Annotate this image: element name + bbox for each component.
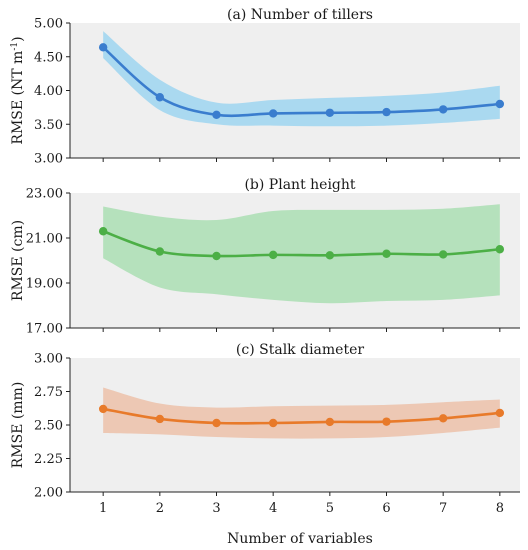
data-point-7	[438, 414, 448, 423]
data-point-2	[155, 93, 165, 102]
data-point-2	[155, 247, 165, 256]
series-line	[102, 230, 500, 258]
x-axis-label: Number of variables	[227, 531, 373, 547]
x-tick-label: 8	[496, 501, 504, 516]
y-axis-label: RMSE (mm)	[10, 382, 26, 469]
x-tick-label: 6	[382, 501, 390, 516]
panel-title: (a) Number of tillers	[227, 7, 373, 23]
y-tick-label: 5.00	[34, 17, 63, 32]
data-point-8	[495, 408, 505, 418]
x-axis: 1 2 3 4 5 6 7 8	[99, 501, 504, 516]
panel-title: (c) Stalk diameter	[236, 342, 364, 358]
data-point-8	[495, 99, 505, 109]
x-tick-label: 3	[212, 501, 220, 516]
data-point-7	[438, 250, 448, 259]
data-point-3	[212, 110, 221, 120]
y-tick-label: 4.50	[34, 50, 63, 65]
x-tick-label: 4	[269, 501, 277, 516]
y-tick-label: 2.25	[34, 452, 63, 467]
data-point-7	[438, 105, 448, 114]
y-tick-label: 2.50	[34, 419, 63, 434]
y-tick-label: 4.00	[34, 84, 63, 99]
panel-1: 3.00 3.50 4.00 4.50 5.00 (a) Number of tiller…	[10, 7, 520, 167]
data-point-1	[98, 227, 108, 236]
y-tick-label: 23.00	[26, 187, 63, 202]
confidence-band	[103, 387, 500, 439]
y-tick-label: 17.00	[26, 322, 63, 337]
data-point-4	[268, 109, 278, 118]
x-tick-label: 7	[439, 501, 447, 516]
data-point-5	[325, 417, 335, 427]
y-axis-label: RMSE (NT m-1)	[10, 36, 26, 144]
data-point-3	[212, 251, 221, 261]
x-tick-label: 5	[326, 501, 334, 516]
panel-2: 17.00 19.00 21.00 23.00 (b) Plant height RMSE…	[10, 177, 520, 337]
y-tick-label: 3.00	[34, 152, 63, 167]
series-line	[102, 407, 500, 425]
panels: 3.00 3.50 4.00 4.50 5.00 (a) Number of tiller…	[10, 7, 520, 501]
y-tick-label: 3.00	[34, 352, 63, 367]
y-tick-label: 2.75	[34, 385, 63, 400]
data-point-5	[325, 108, 335, 117]
data-point-4	[268, 418, 278, 428]
y-axis-label: RMSE (cm)	[10, 220, 26, 301]
y-tick-label: 2.00	[34, 486, 63, 501]
data-point-6	[382, 107, 391, 117]
panel-title: (b) Plant height	[244, 177, 355, 193]
y-tick-label: 19.00	[26, 277, 63, 292]
data-point-6	[382, 249, 391, 258]
data-point-1	[98, 43, 108, 52]
x-tick-label: 1	[99, 501, 107, 516]
confidence-band	[103, 204, 500, 304]
confidence-band	[103, 31, 500, 127]
y-tick-label: 3.50	[34, 118, 63, 133]
panel-3: 2.00 2.25 2.50 2.75 3.00 (c) Stalk diameter RM…	[10, 342, 520, 501]
data-point-4	[268, 250, 278, 260]
data-point-8	[495, 245, 505, 254]
data-point-1	[98, 404, 108, 414]
y-tick-label: 21.00	[26, 232, 63, 247]
x-tick-label: 2	[156, 501, 164, 516]
data-point-2	[155, 414, 165, 424]
data-point-5	[325, 251, 335, 260]
data-point-3	[212, 418, 221, 428]
data-point-6	[382, 417, 391, 426]
